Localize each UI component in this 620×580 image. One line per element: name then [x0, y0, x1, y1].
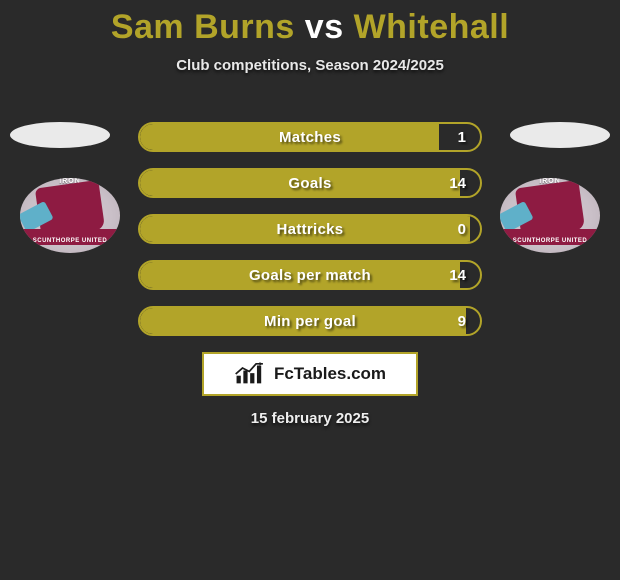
player2-name: Whitehall [354, 8, 510, 46]
subtitle: Club competitions, Season 2024/2025 [0, 57, 620, 74]
stat-row: Goals per match 14 [138, 260, 482, 290]
bar-chart-icon [234, 362, 268, 386]
left-club-badge: IRON SCUNTHORPE UNITED [20, 178, 120, 253]
left-ellipse [10, 122, 110, 148]
stat-row: Matches 1 [138, 122, 482, 152]
right-club-badge: IRON SCUNTHORPE UNITED [500, 178, 600, 253]
badge-ribbon-text: SCUNTHORPE UNITED [20, 238, 120, 244]
stat-label: Goals per match [140, 262, 480, 288]
vs-label: vs [305, 8, 344, 46]
stat-row: Min per goal 9 [138, 306, 482, 336]
stat-value: 1 [458, 124, 466, 150]
stat-label: Hattricks [140, 216, 480, 242]
stat-label: Min per goal [140, 308, 480, 334]
stats-container: Matches 1 Goals 14 Hattricks 0 Goals per… [138, 122, 482, 352]
comparison-title: Sam Burns vs Whitehall [0, 0, 620, 47]
stat-row: Hattricks 0 [138, 214, 482, 244]
date-label: 15 february 2025 [0, 410, 620, 427]
stat-row: Goals 14 [138, 168, 482, 198]
stat-label: Goals [140, 170, 480, 196]
stat-value: 0 [458, 216, 466, 242]
badge-ribbon-text: SCUNTHORPE UNITED [500, 238, 600, 244]
stat-value: 9 [458, 308, 466, 334]
stat-value: 14 [449, 170, 466, 196]
player1-name: Sam Burns [111, 8, 295, 46]
stat-value: 14 [449, 262, 466, 288]
right-ellipse [510, 122, 610, 148]
stat-label: Matches [140, 124, 480, 150]
brand-box[interactable]: FcTables.com [202, 352, 418, 396]
brand-text: FcTables.com [274, 364, 386, 384]
